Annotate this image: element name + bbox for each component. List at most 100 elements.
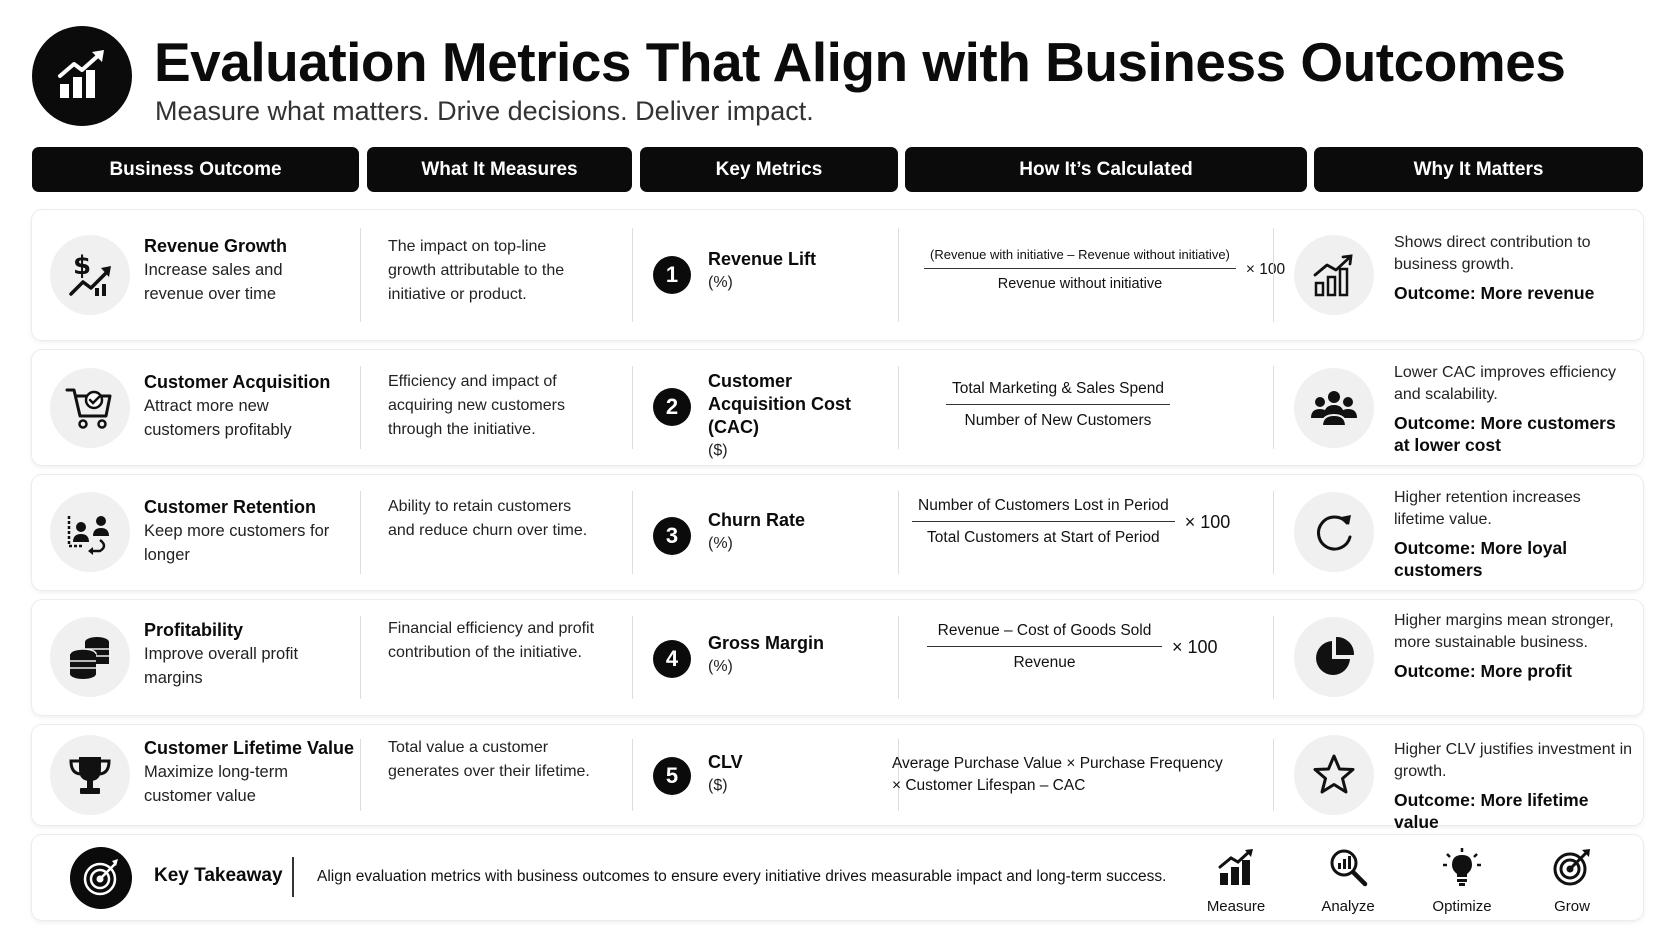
step-optimize: Optimize [1417,847,1507,915]
column-divider [898,491,899,574]
column-divider [360,739,361,811]
outcome-cell: Customer Retention Keep more customers f… [144,495,334,567]
outcome-description: Keep more customers for longer [144,522,330,564]
metric-unit: ($) [708,777,728,794]
column-divider [632,228,633,322]
svg-text:$: $ [73,251,91,281]
formula: Total Marketing & Sales Spend Number of … [946,380,1170,430]
outcome-cell: Profitability Improve overall profit mar… [144,618,334,690]
outcome-cell: Customer Lifetime Value Maximize long-te… [144,736,354,808]
formula-numerator: Total Marketing & Sales Spend [946,380,1170,405]
metric-name: Customer Acquisition Cost (CAC) [708,371,851,437]
measures-text: The impact on top-line growth attributab… [388,238,565,303]
why-description: Higher margins mean stronger, more susta… [1394,612,1614,651]
why-description: Higher retention increases lifetime valu… [1394,489,1581,528]
page-subtitle: Measure what matters. Drive decisions. D… [155,96,814,126]
outcome-title: Customer Lifetime Value [144,738,355,758]
formula-multiplier: × 100 [1184,511,1231,532]
outcome-cell: Revenue Growth Increase sales and revenu… [144,234,334,306]
column-divider [1273,366,1274,449]
outcome-cell: Customer Acquisition Attract more new cu… [144,370,334,442]
users-group-icon [1294,368,1374,448]
takeaway-title: Key Takeaway [154,865,283,886]
measures-text: Total value a customer generates over th… [388,739,590,780]
measures-text: Financial efficiency and profit contribu… [388,620,595,661]
metric-cell: Churn Rate (%) [708,509,883,555]
bar-chart-icon [1294,235,1374,315]
metric-name: CLV [708,752,743,772]
column-divider [632,616,633,699]
measures-text: Efficiency and impact of acquiring new c… [388,373,565,438]
formula: Number of Customers Lost in Period Total… [912,497,1230,547]
step-label: Measure [1206,898,1266,915]
target-icon [70,847,132,909]
outcome-title: Customer Acquisition [144,372,331,392]
column-divider [360,366,361,449]
metric-unit: (%) [708,658,733,675]
metric-number-badge: 1 [653,256,691,294]
column-divider [360,228,361,322]
takeaway-divider [292,857,294,897]
metric-name: Gross Margin [708,633,825,653]
metric-cell: Customer Acquisition Cost (CAC) ($) [708,370,883,462]
step-label: Grow [1554,898,1590,915]
outcome-description: Maximize long-term customer value [144,763,288,805]
table-row: Customer Acquisition Attract more new cu… [32,350,1643,465]
column-divider [632,366,633,449]
shopping-cart-check-icon [50,368,130,448]
why-outcome: Outcome: More lifetime value [1394,790,1589,832]
metric-name: Revenue Lift [708,249,817,269]
formula-multiplier: × 100 [1245,260,1286,278]
metric-cell: Revenue Lift (%) [708,248,883,294]
metric-cell: CLV ($) [708,751,883,797]
column-header-why-it-matters: Why It Matters [1314,147,1643,192]
column-divider [898,366,899,449]
why-cell: Shows direct contribution to business gr… [1394,232,1634,304]
metric-number-badge: 2 [653,388,691,426]
table-row: Profitability Improve overall profit mar… [32,600,1643,715]
column-divider [632,491,633,574]
star-icon [1294,735,1374,815]
why-description: Shows direct contribution to business gr… [1394,234,1591,273]
outcome-title: Profitability [144,620,244,640]
why-description: Higher CLV justifies investment in growt… [1394,741,1633,780]
table-row: Customer Lifetime Value Maximize long-te… [32,725,1643,832]
formula: (Revenue with initiative – Revenue witho… [924,247,1285,292]
column-header-key-metrics: Key Metrics [640,147,898,192]
formula-denominator: Total Customers at Start of Period [927,529,1160,546]
formula-multiplier: × 100 [1172,636,1218,657]
revenue-growth-icon: $ [50,235,130,315]
metric-unit: (%) [708,274,733,291]
why-cell: Lower CAC improves efficiency and scalab… [1394,362,1634,456]
formula-denominator: Revenue without initiative [997,276,1163,292]
step-label: Analyze [1321,898,1375,915]
measures-text: Ability to retain customers and reduce c… [388,498,588,539]
growth-chart-icon [32,26,132,126]
metric-number-badge: 4 [653,640,691,678]
table-row: Customer Retention Keep more customers f… [32,475,1643,590]
trophy-icon [50,735,130,815]
formula-denominator: Number of New Customers [964,412,1152,429]
formula-numerator: Number of Customers Lost in Period [912,497,1175,522]
metric-number-badge: 3 [653,517,691,555]
column-divider [360,616,361,699]
page-title: Evaluation Metrics That Align with Busin… [154,31,1566,93]
why-description: Lower CAC improves efficiency and scalab… [1394,364,1617,403]
column-divider [1273,739,1274,811]
why-outcome: Outcome: More customers at lower cost [1394,413,1616,455]
column-divider [898,616,899,699]
step-grow: Grow [1527,847,1617,915]
column-divider [898,739,899,811]
why-cell: Higher retention increases lifetime valu… [1394,487,1634,581]
column-header-business-outcome: Business Outcome [32,147,359,192]
column-divider [632,739,633,811]
metric-name: Churn Rate [708,510,806,530]
column-divider [898,228,899,322]
metric-unit: (%) [708,535,733,552]
column-divider [1273,491,1274,574]
takeaway-text: Align evaluation metrics with business o… [317,868,1167,885]
formula: Average Purchase Value × Purchase Freque… [892,755,1223,794]
metric-unit: ($) [708,442,728,459]
outcome-title: Revenue Growth [144,236,288,256]
coin-stack-icon [50,617,130,697]
